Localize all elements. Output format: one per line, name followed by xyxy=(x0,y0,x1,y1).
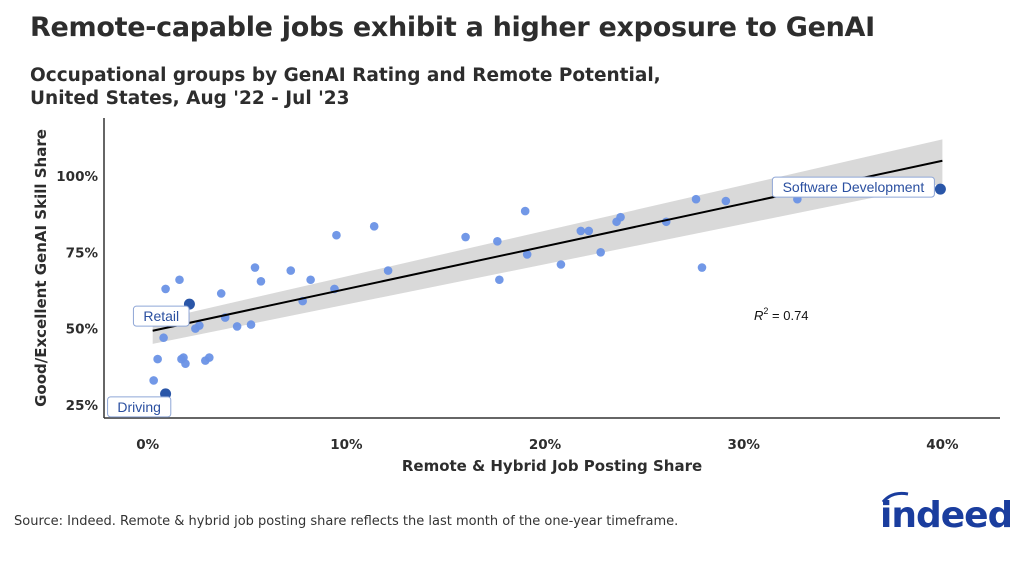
indeed-logo: indeed xyxy=(880,491,1010,536)
y-tick-label: 100% xyxy=(56,169,98,185)
data-point xyxy=(461,232,470,242)
y-tick-label: 75% xyxy=(66,245,99,261)
data-point xyxy=(721,196,731,206)
x-tick-label: 40% xyxy=(926,437,959,453)
source-note: Source: Indeed. Remote & hybrid job post… xyxy=(14,514,679,529)
data-point xyxy=(369,222,379,231)
chart-subtitle: Occupational groups by GenAI Rating and … xyxy=(30,64,661,110)
data-point xyxy=(522,250,532,259)
data-point xyxy=(596,247,605,257)
y-axis-label: Good/Excellent GenAI Skill Share xyxy=(32,129,50,407)
svg-text:indeed: indeed xyxy=(880,495,1010,536)
data-point xyxy=(161,284,170,294)
data-point xyxy=(332,230,341,240)
subtitle-line-1: Occupational groups by GenAI Rating and … xyxy=(30,65,661,86)
x-tick-label: 0% xyxy=(136,437,159,453)
data-point xyxy=(584,226,594,236)
data-point xyxy=(493,236,502,246)
point-label: Retail xyxy=(143,308,179,324)
data-point xyxy=(520,206,530,216)
data-point xyxy=(204,353,214,362)
data-point xyxy=(383,266,393,275)
data-point xyxy=(691,194,701,204)
data-point xyxy=(286,266,296,275)
data-point xyxy=(181,359,190,368)
data-point xyxy=(195,321,204,330)
data-point xyxy=(149,376,158,385)
x-axis-label: Remote & Hybrid Job Posting Share xyxy=(402,457,702,475)
data-point xyxy=(697,263,707,272)
data-point xyxy=(495,275,504,285)
data-point xyxy=(159,333,168,343)
data-point xyxy=(306,275,315,285)
data-point xyxy=(232,322,242,331)
y-tick-label: 25% xyxy=(66,398,99,414)
data-point xyxy=(175,275,184,285)
y-tick-label: 50% xyxy=(66,322,99,338)
confidence-band xyxy=(152,139,943,344)
x-tick-label: 20% xyxy=(529,437,562,453)
data-point xyxy=(616,212,625,222)
data-point xyxy=(576,226,586,236)
x-tick-label: 30% xyxy=(728,437,761,453)
data-point xyxy=(216,289,226,298)
data-point xyxy=(256,276,266,286)
data-point xyxy=(250,263,260,272)
point-label-box xyxy=(107,396,172,418)
chart-title: Remote-capable jobs exhibit a higher exp… xyxy=(30,12,875,43)
point-label: Software Development xyxy=(783,179,925,195)
x-tick-label: 10% xyxy=(330,437,363,453)
r-squared-annotation: R2 = 0.74 xyxy=(754,306,809,323)
point-label-box xyxy=(771,176,935,198)
data-point xyxy=(556,260,566,269)
highlighted-point xyxy=(934,183,946,195)
point-label-box xyxy=(132,305,190,327)
data-point xyxy=(246,320,256,329)
subtitle-line-2: United States, Aug '22 - Jul '23 xyxy=(30,88,350,109)
point-label: Driving xyxy=(117,399,161,415)
data-point xyxy=(153,354,162,364)
